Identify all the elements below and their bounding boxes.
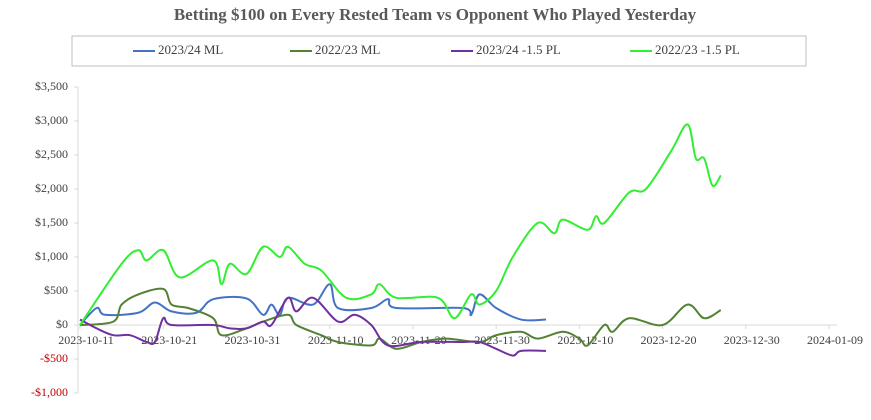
series-line bbox=[79, 287, 722, 350]
chart-title: Betting $100 on Every Rested Team vs Opp… bbox=[174, 5, 697, 24]
y-tick-label: $2,000 bbox=[35, 181, 68, 195]
y-tick-label: $1,000 bbox=[35, 249, 68, 263]
legend-label: 2023/24 -1.5 PL bbox=[476, 42, 561, 57]
x-tick-label: 2024-01-09 bbox=[807, 333, 863, 347]
x-tick-label: 2023-10-21 bbox=[141, 333, 197, 347]
legend-label: 2022/23 -1.5 PL bbox=[655, 42, 740, 57]
legend-label: 2023/24 ML bbox=[158, 42, 223, 57]
y-tick-label: $2,500 bbox=[35, 147, 68, 161]
y-tick-label: $3,000 bbox=[35, 113, 68, 127]
series-line bbox=[79, 296, 547, 357]
series-line bbox=[79, 123, 722, 326]
x-tick-label: 2023-12-30 bbox=[724, 333, 780, 347]
legend-box bbox=[71, 35, 807, 67]
y-tick-label: $1,500 bbox=[35, 215, 68, 229]
x-tick-label: 2023-11-20 bbox=[391, 333, 447, 347]
y-tick-label: -$1,000 bbox=[31, 385, 68, 399]
x-tick-label: 2023-11-30 bbox=[474, 333, 530, 347]
y-tick-label: $0 bbox=[56, 317, 68, 331]
legend-label: 2022/23 ML bbox=[315, 42, 380, 57]
y-tick-label: $3,500 bbox=[35, 79, 68, 93]
x-tick-label: 2023-10-11 bbox=[58, 333, 114, 347]
x-tick-label: 2023-10-31 bbox=[224, 333, 280, 347]
y-tick-label: -$500 bbox=[40, 351, 68, 365]
x-tick-label: 2023-12-10 bbox=[557, 333, 613, 347]
y-tick-label: $500 bbox=[44, 283, 68, 297]
x-tick-label: 2023-12-20 bbox=[641, 333, 697, 347]
